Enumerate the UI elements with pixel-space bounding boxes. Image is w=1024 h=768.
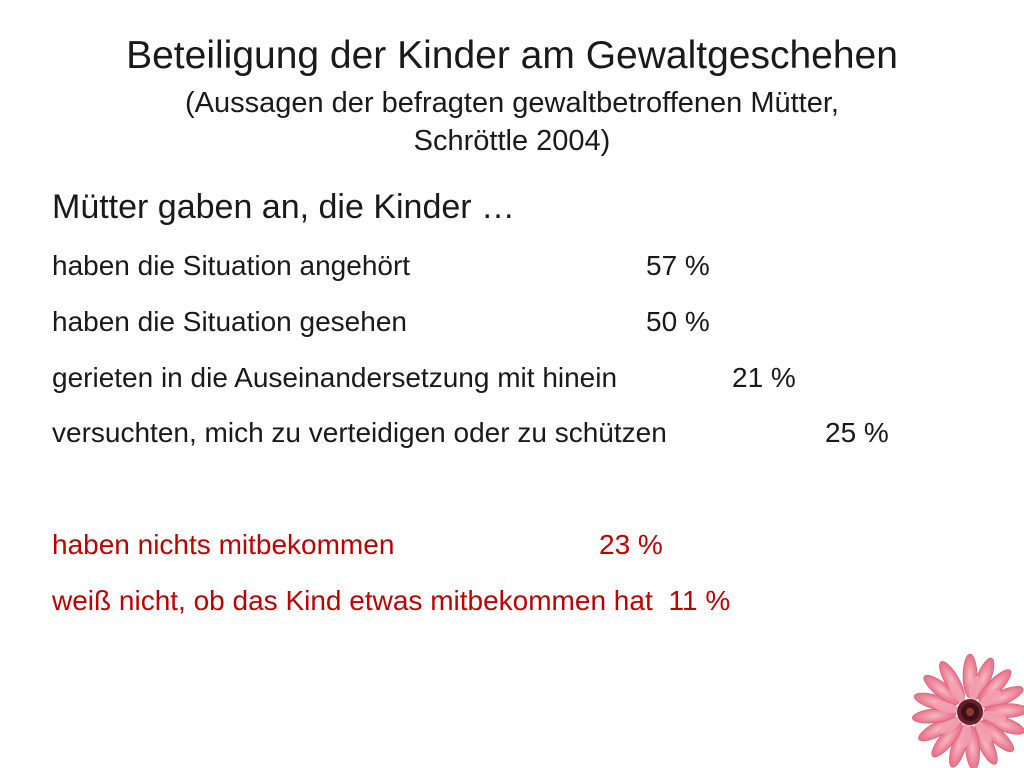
statement-row: haben die Situation gesehen 50 %	[52, 304, 710, 340]
statement-percent: 21 %	[732, 362, 796, 393]
statement-text: haben die Situation angehört	[52, 250, 411, 281]
pink-gerbera-flower-icon	[912, 653, 1024, 768]
slide-title: Beteiligung der Kinder am Gewaltgeschehe…	[126, 34, 898, 77]
highlight-percent: 11 %	[668, 585, 731, 616]
statement-text: versuchten, mich zu verteidigen oder zu …	[52, 417, 667, 448]
statement-percent: 50 %	[646, 306, 710, 337]
subtitle-line-2: Schröttle 2004)	[413, 125, 611, 157]
statement-text: gerieten in die Auseinandersetzung mit h…	[52, 362, 618, 393]
statement-row: haben die Situation angehört 57 %	[52, 248, 710, 284]
highlight-row: haben nichts mitbekommen 23 %	[52, 527, 663, 563]
intro-text: Mütter gaben an, die Kinder …	[52, 188, 516, 226]
highlight-text: weiß nicht, ob das Kind etwas mitbekomme…	[52, 585, 653, 616]
statement-percent: 57 %	[646, 250, 710, 281]
highlight-percent: 23 %	[599, 529, 663, 560]
subtitle-line-1: (Aussagen der befragten gewaltbetroffene…	[184, 87, 839, 119]
statement-row: gerieten in die Auseinandersetzung mit h…	[52, 360, 796, 396]
statement-row: versuchten, mich zu verteidigen oder zu …	[52, 415, 889, 451]
slide-subtitle: (Aussagen der befragten gewaltbetroffene…	[0, 84, 1024, 160]
highlight-row: weiß nicht, ob das Kind etwas mitbekomme…	[52, 583, 730, 619]
statement-text: haben die Situation gesehen	[52, 306, 407, 337]
statement-percent: 25 %	[825, 417, 889, 448]
highlight-text: haben nichts mitbekommen	[52, 529, 395, 560]
